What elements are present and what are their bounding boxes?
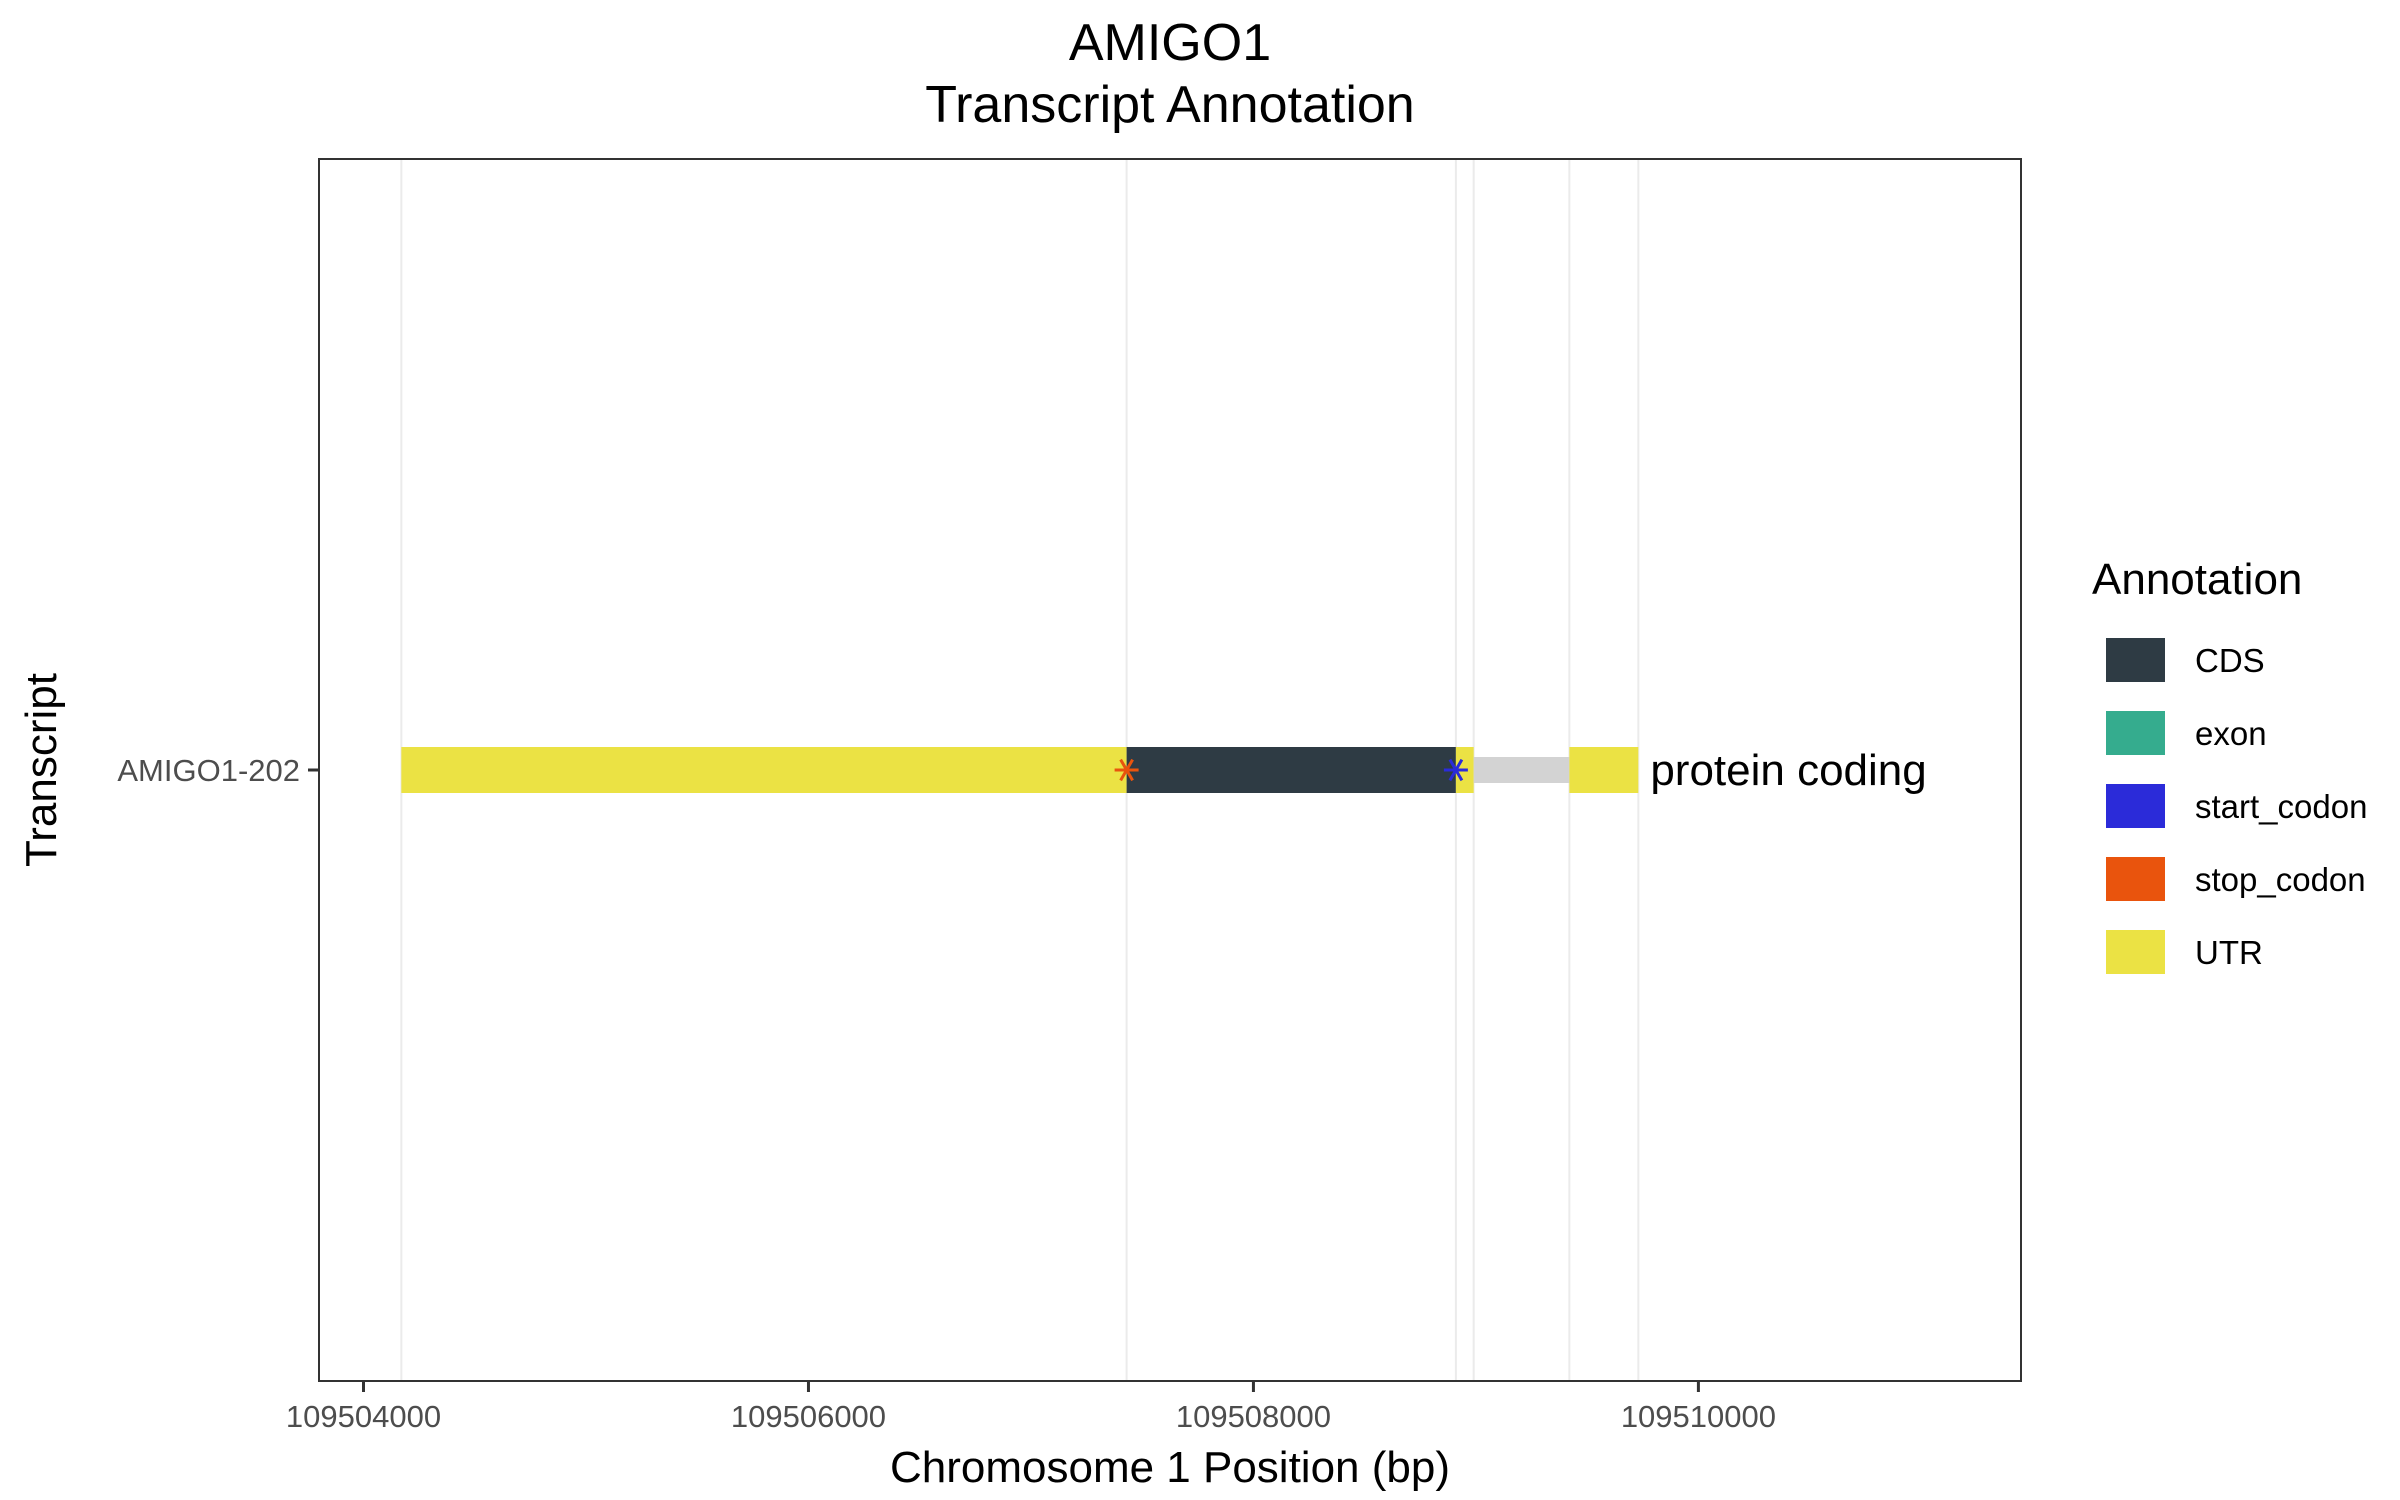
chart-title-line1: AMIGO1 — [1069, 14, 1271, 72]
legend-label-stop-codon: stop_codon — [2195, 861, 2366, 898]
biotype-label: protein coding — [1650, 746, 1926, 795]
segment-utr — [401, 747, 1127, 793]
legend-title: Annotation — [2092, 555, 2302, 604]
codon-markers — [1114, 758, 1468, 782]
codon-stroke — [1119, 758, 1134, 782]
y-axis-title: Transcript — [17, 673, 66, 867]
legend-swatch-cds — [2106, 638, 2165, 682]
codon-stroke — [1448, 758, 1464, 782]
legend-swatch-start-codon — [2106, 784, 2165, 828]
legend-swatch-utr — [2106, 930, 2165, 974]
x-axis-title: Chromosome 1 Position (bp) — [890, 1443, 1450, 1492]
y-axis-ticks: AMIGO1-202 — [117, 753, 319, 788]
codon-start-codon — [1443, 758, 1468, 782]
x-tick-label: 109506000 — [731, 1399, 886, 1434]
legend: CDS exon start_codon stop_codon UTR — [2106, 638, 2367, 974]
legend-label-cds: CDS — [2195, 642, 2265, 679]
legend-label-exon: exon — [2195, 715, 2267, 752]
segment-intron — [1473, 757, 1570, 783]
legend-label-start-codon: start_codon — [2195, 788, 2367, 825]
y-tick-label: AMIGO1-202 — [117, 753, 300, 788]
x-tick-label: 109510000 — [1621, 1399, 1776, 1434]
legend-label-utr: UTR — [2195, 934, 2263, 971]
segment-cds — [1126, 747, 1456, 793]
x-tick-label: 109508000 — [1176, 1399, 1331, 1434]
x-axis-ticks: 109504000 109506000 109508000 109510000 — [286, 1381, 1776, 1434]
segment-utr — [1569, 747, 1639, 793]
legend-swatch-exon — [2106, 711, 2165, 755]
legend-swatch-stop-codon — [2106, 857, 2165, 901]
codon-stop-codon — [1114, 758, 1139, 782]
chart-title-line2: Transcript Annotation — [925, 76, 1414, 134]
x-tick-label: 109504000 — [286, 1399, 441, 1434]
transcript-segments — [401, 747, 1639, 793]
biotype-annotations: protein coding — [1650, 746, 1926, 795]
